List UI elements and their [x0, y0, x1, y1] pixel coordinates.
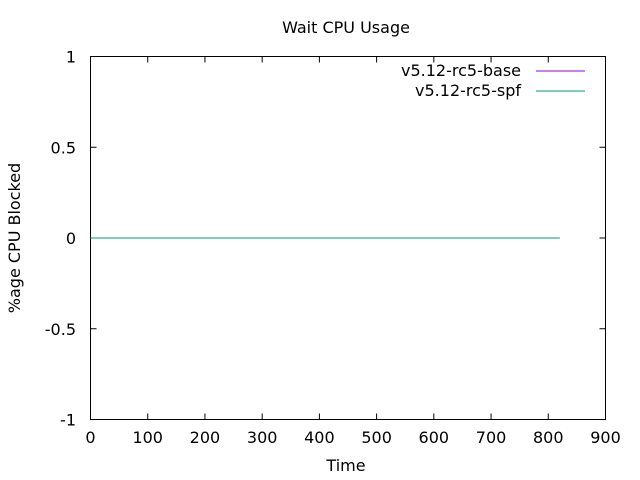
legend-label-2: v5.12-rc5-spf: [415, 81, 521, 100]
x-tick-label: 900: [590, 428, 621, 447]
y-tick-label: 0.5: [51, 138, 76, 157]
x-axis-title: Time: [325, 456, 365, 475]
x-tick-label: 700: [476, 428, 507, 447]
x-tick-label: 200: [190, 428, 221, 447]
x-tick-label: 100: [132, 428, 163, 447]
x-tick-label: 400: [304, 428, 335, 447]
x-tick-label: 800: [533, 428, 564, 447]
x-tick-label: 0: [85, 428, 95, 447]
y-tick-label: 0: [66, 229, 76, 248]
y-axis-ticks: -1 -0.5 0 0.5 1: [45, 48, 606, 430]
y-tick-label: 1: [66, 48, 76, 67]
x-tick-label: 500: [361, 428, 392, 447]
y-tick-label: -1: [60, 411, 76, 430]
x-tick-label: 600: [419, 428, 450, 447]
x-tick-label: 300: [247, 428, 278, 447]
chart-title: Wait CPU Usage: [282, 18, 410, 37]
legend-label-1: v5.12-rc5-base: [401, 61, 521, 80]
x-axis-ticks: 0 100 200 300 400 500 600 700 800 900: [85, 56, 621, 447]
y-tick-label: -0.5: [45, 320, 76, 339]
y-axis-title: %age CPU Blocked: [5, 163, 24, 313]
